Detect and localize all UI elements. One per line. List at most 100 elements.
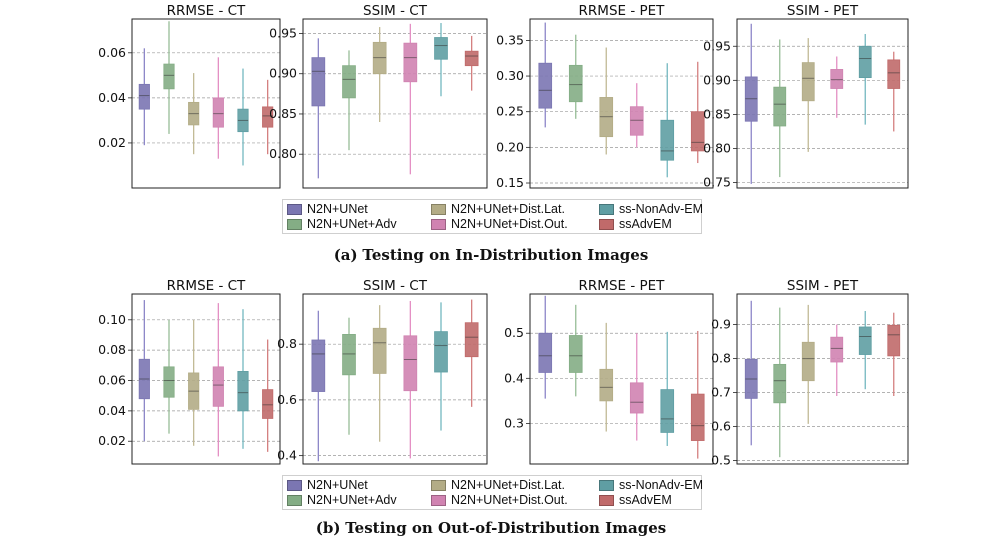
chart-title: SSIM - PET [787, 3, 859, 19]
y-tick-label: 0.85 [269, 106, 297, 121]
box-ss-NonAdv-EM [237, 371, 249, 412]
axes-frame [302, 293, 488, 465]
axes-frame [529, 293, 714, 465]
box-N2N+UNet+Adv [773, 363, 787, 404]
axes-frame [131, 18, 281, 189]
legend-item: N2N+UNet+Adv [287, 217, 431, 231]
legend-label: N2N+UNet+Dist.Out. [451, 217, 568, 231]
box-ssAdvEM [262, 389, 274, 419]
y-tick-label: 0.06 [98, 373, 126, 388]
y-tick-label: 0.90 [703, 72, 731, 87]
axes-frame [736, 293, 909, 465]
legend-label: N2N+UNet+Dist.Lat. [451, 202, 565, 216]
legend-swatch [287, 218, 302, 230]
legend-item: N2N+UNet+Adv [287, 493, 431, 507]
box-ssAdvEM [690, 393, 705, 441]
y-tick-label: 0.80 [703, 140, 731, 155]
box-N2N+UNet+Adv [163, 63, 175, 90]
chart-title: SSIM - CT [363, 3, 428, 19]
y-tick-label: 0.8 [277, 336, 297, 351]
box-N2N+UNet [538, 62, 553, 109]
box-N2N+UNet+Dist.Lat. [599, 368, 614, 402]
caption-b-text: Testing on Out-of-Distribution Images [345, 519, 667, 537]
chart-panel: 0.02 0.04 0.06 RRMSE - CT [98, 3, 281, 189]
legend-label: N2N+UNet+Adv [307, 493, 397, 507]
legend-swatch [599, 218, 614, 230]
y-tick-label: 0.90 [269, 66, 297, 81]
chart-title: SSIM - PET [787, 278, 859, 294]
legend-label: ssAdvEM [619, 217, 672, 231]
chart-title: RRMSE - CT [167, 278, 246, 294]
chart-panel: 0.5 0.6 0.7 0.8 0.9 SSIM - PET [711, 278, 909, 468]
legend-label: N2N+UNet+Dist.Lat. [451, 478, 565, 492]
y-tick-label: 0.80 [269, 146, 297, 161]
y-tick-label: 0.95 [703, 38, 731, 53]
axes-frame [529, 18, 714, 189]
legend-label: N2N+UNet+Adv [307, 217, 397, 231]
box-ssAdvEM [887, 324, 901, 357]
legend-item: ssAdvEM [599, 493, 707, 507]
legend-item: ss-NonAdv-EM [599, 478, 707, 492]
y-tick-label: 0.4 [504, 370, 524, 385]
legend-swatch [599, 203, 614, 215]
box-ss-NonAdv-EM [858, 326, 872, 355]
box-N2N+UNet+Dist.Out. [403, 335, 418, 392]
legend-item: ss-NonAdv-EM [599, 202, 707, 216]
legend-item: N2N+UNet+Dist.Lat. [431, 202, 599, 216]
box-ssAdvEM [464, 50, 479, 67]
box-N2N+UNet+Dist.Out. [403, 42, 418, 83]
box-N2N+UNet+Dist.Out. [212, 97, 224, 128]
y-tick-label: 0.30 [496, 68, 524, 83]
box-N2N+UNet+Dist.Out. [830, 336, 844, 363]
legend-item: N2N+UNet+Dist.Out. [431, 217, 599, 231]
y-tick-label: 0.04 [98, 90, 126, 105]
y-tick-label: 0.8 [711, 351, 731, 366]
y-tick-label: 0.15 [496, 175, 524, 190]
box-ssAdvEM [262, 106, 274, 128]
axes-frame [131, 293, 281, 465]
chart-panel: 0.3 0.4 0.5 RRMSE - PET [504, 278, 714, 465]
chart-panel: 0.4 0.6 0.8 SSIM - CT [277, 278, 488, 465]
caption-b: (b) Testing on Out-of-Distribution Image… [0, 519, 982, 537]
box-N2N+UNet+Dist.Lat. [801, 341, 815, 382]
box-N2N+UNet+Dist.Lat. [801, 62, 815, 102]
chart-panel: 0.80 0.85 0.90 0.95 SSIM - CT [269, 3, 488, 189]
box-ss-NonAdv-EM [660, 119, 675, 161]
caption-a-label: (a) [333, 246, 358, 264]
y-tick-label: 0.7 [711, 385, 731, 400]
y-tick-label: 0.20 [496, 139, 524, 154]
box-N2N+UNet+Adv [342, 334, 356, 376]
box-N2N+UNet [311, 339, 326, 392]
legend-bottom: N2N+UNet N2N+UNet+Dist.Lat. ss-NonAdv-EM… [282, 475, 703, 510]
box-N2N+UNet+Adv [568, 335, 583, 373]
y-tick-label: 0.10 [98, 312, 126, 327]
y-tick-label: 0.06 [98, 45, 126, 60]
box-N2N+UNet [311, 57, 326, 107]
y-tick-label: 0.08 [98, 342, 126, 357]
y-tick-label: 0.5 [711, 453, 731, 468]
y-tick-label: 0.04 [98, 403, 126, 418]
y-tick-label: 0.95 [269, 25, 297, 40]
box-ss-NonAdv-EM [858, 45, 872, 79]
box-ssAdvEM [464, 322, 479, 358]
legend-item: N2N+UNet [287, 478, 431, 492]
legend-label: N2N+UNet+Dist.Out. [451, 493, 568, 507]
chart-title: SSIM - CT [363, 278, 428, 294]
legend-swatch [287, 494, 302, 506]
axes-frame [736, 18, 909, 189]
legend-swatch [287, 203, 302, 215]
y-tick-label: 0.4 [277, 448, 297, 463]
legend-swatch [431, 494, 446, 506]
legend-label: ss-NonAdv-EM [619, 202, 704, 216]
chart-title: RRMSE - PET [579, 3, 666, 19]
legend-swatch [431, 203, 446, 215]
y-tick-label: 0.3 [504, 415, 524, 430]
legend-item: ssAdvEM [599, 217, 707, 231]
y-tick-label: 0.5 [504, 325, 524, 340]
legend-label: N2N+UNet [307, 202, 368, 216]
legend-item: N2N+UNet [287, 202, 431, 216]
caption-a: (a) Testing on In-Distribution Images [0, 246, 982, 264]
box-ss-NonAdv-EM [434, 37, 448, 60]
box-ssAdvEM [887, 59, 901, 89]
